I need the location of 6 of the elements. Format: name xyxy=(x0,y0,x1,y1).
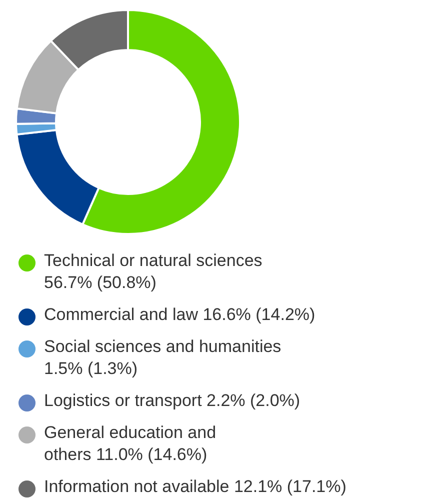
legend-label: Information not available 12.1% (17.1%) xyxy=(44,477,346,496)
legend-label: Commercial and law 16.6% (14.2%) xyxy=(44,305,316,324)
legend-label: Logistics or transport 2.2% (2.0%) xyxy=(44,391,300,410)
legend-label: Social sciences and humanities 1.5% (1.3%) xyxy=(44,337,282,378)
legend-label: Technical or natural sciences 56.7% (50.8%) xyxy=(44,251,262,292)
legend-label: General education and others 11.0% (14.6%) xyxy=(44,423,216,464)
